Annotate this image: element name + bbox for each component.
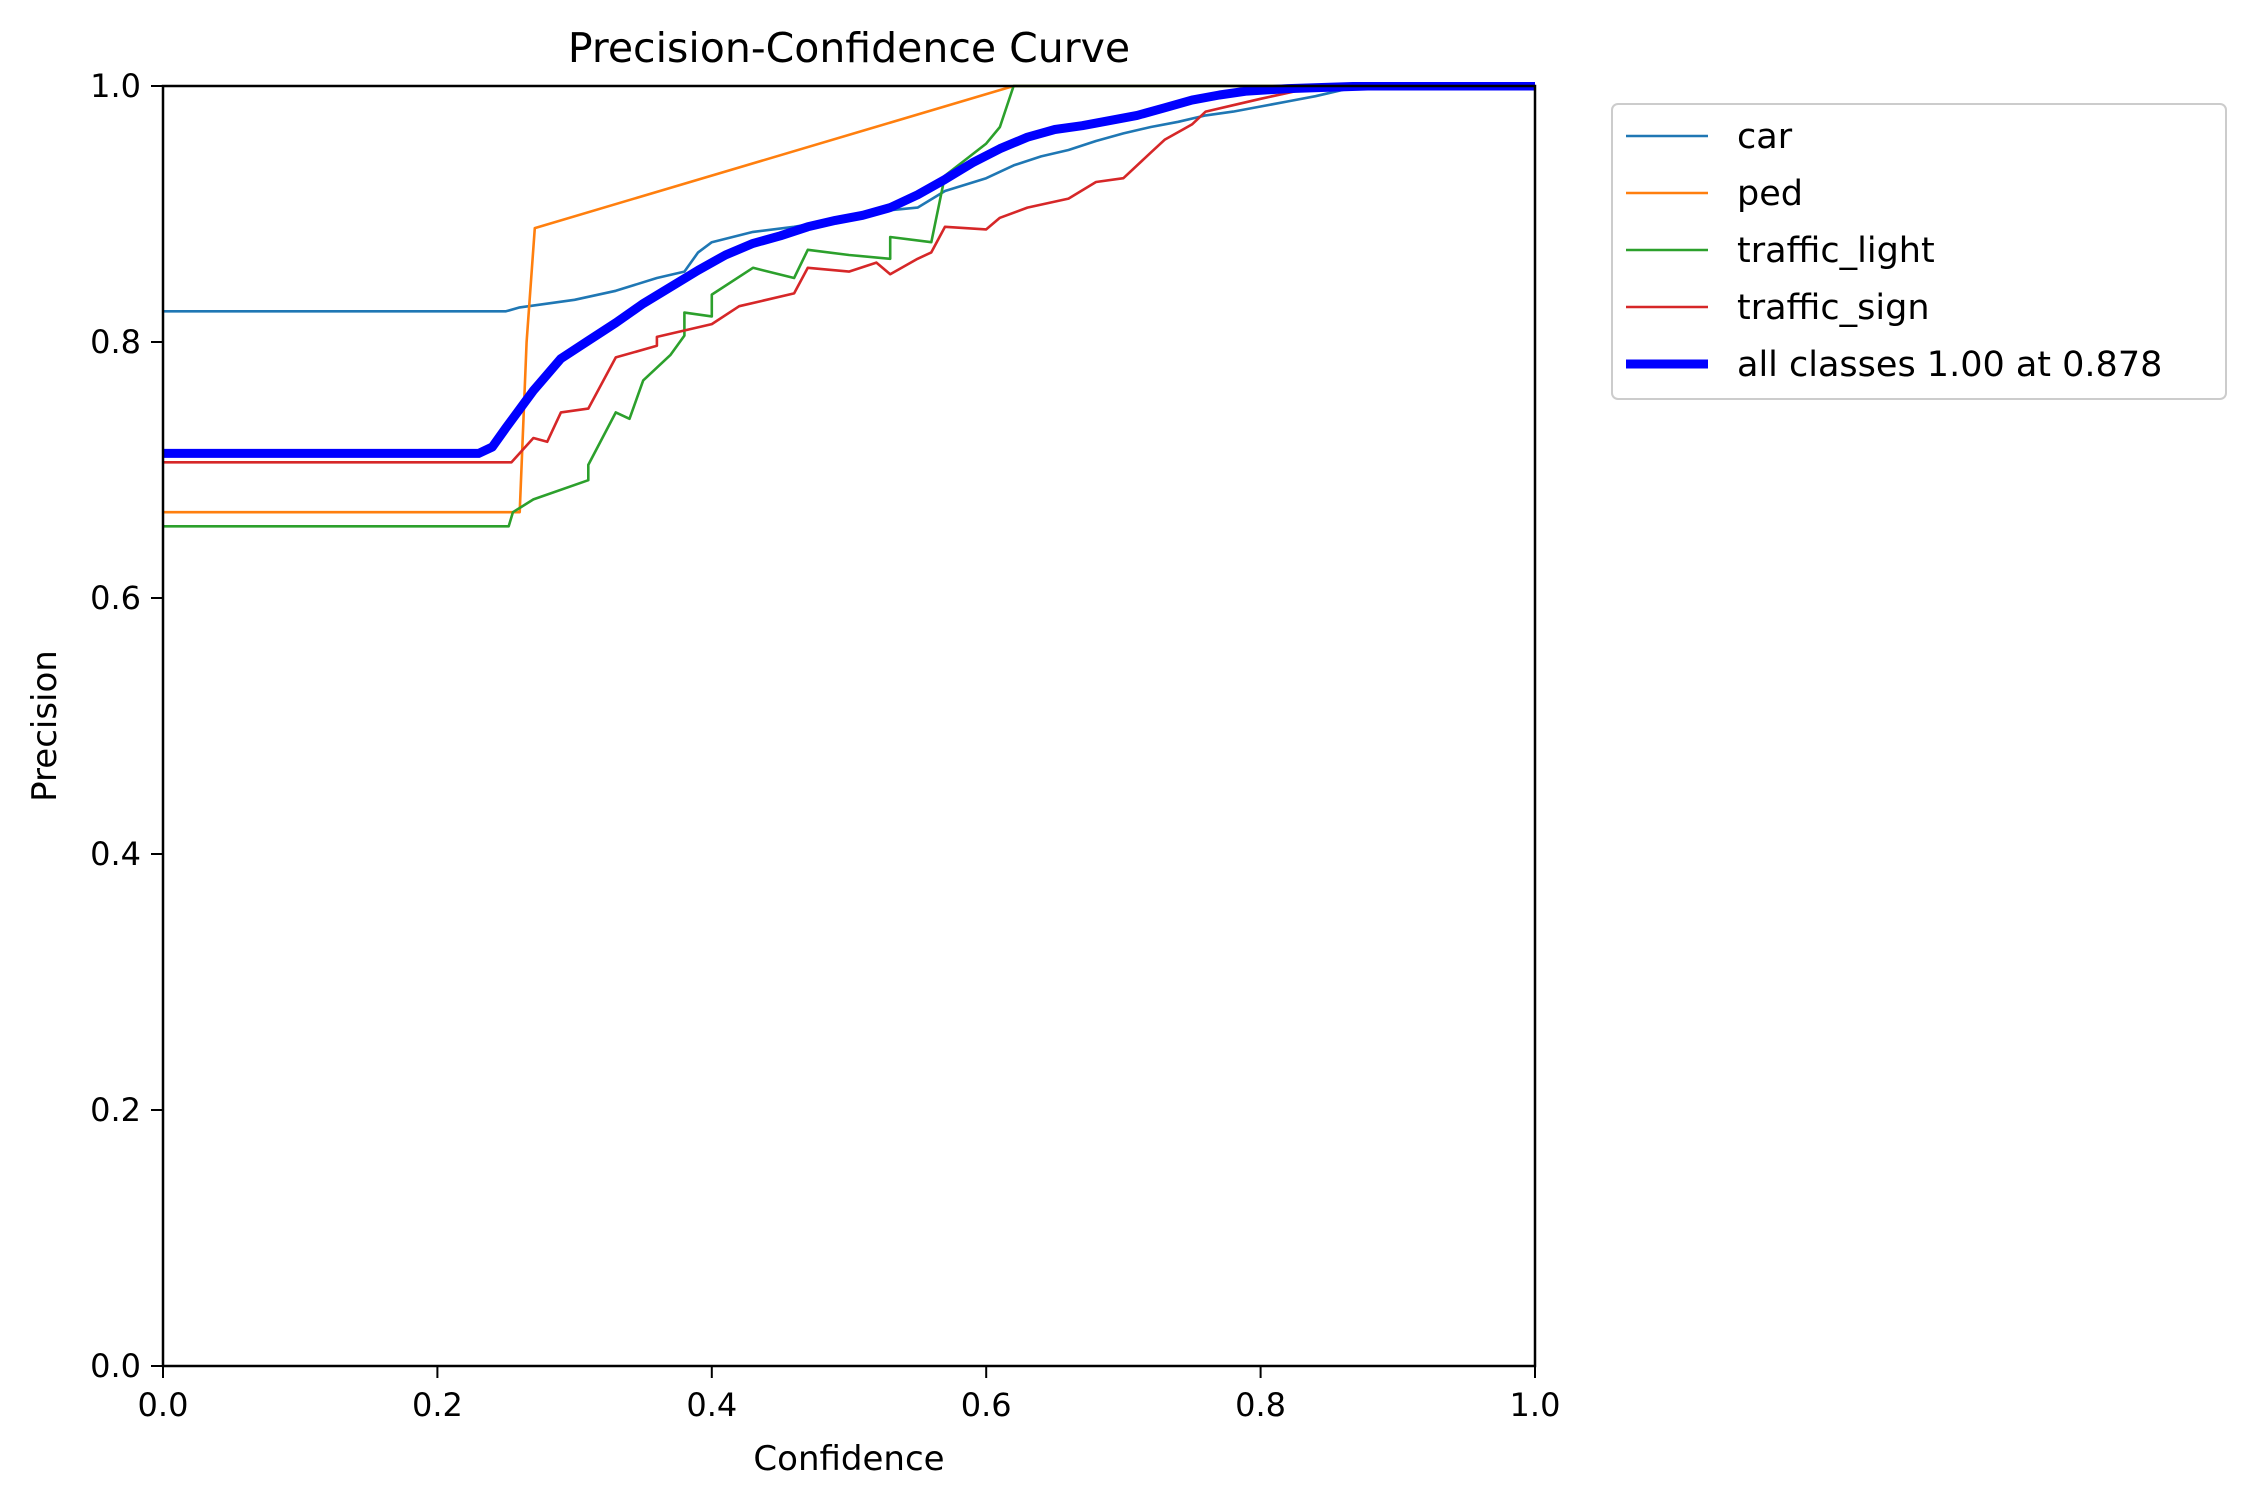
x-axis: 0.0 0.2 0.4 0.6 0.8 1.0: [138, 1366, 1561, 1424]
y-tick-label: 0.2: [90, 1091, 141, 1129]
y-tick-label: 1.0: [90, 67, 141, 105]
series-line-0: [163, 84, 1535, 313]
chart-title: Precision-Confidence Curve: [568, 24, 1130, 72]
legend-frame: [1611, 103, 2227, 400]
x-tick-label: 0.6: [961, 1386, 1012, 1424]
x-tick-label: 1.0: [1510, 1386, 1561, 1424]
legend-label-4: all classes 1.00 at 0.878: [1737, 345, 2162, 385]
y-tick-label: 0.4: [90, 835, 141, 873]
legend-label-1: ped: [1737, 174, 1803, 214]
x-tick-label: 0.0: [138, 1386, 189, 1424]
y-tick-label: 0.6: [90, 579, 141, 617]
legend-label-3: traffic_sign: [1737, 288, 1930, 328]
y-tick-label: 0.0: [90, 1347, 141, 1385]
legend-label-2: traffic_light: [1737, 231, 1935, 271]
x-tick-label: 0.8: [1235, 1386, 1286, 1424]
y-axis: 0.0 0.2 0.4 0.6 0.8 1.0: [90, 67, 163, 1385]
x-tick-label: 0.4: [686, 1386, 737, 1424]
series-layer: [163, 82, 1535, 528]
series-line-2: [163, 84, 1535, 528]
series-line-4: [163, 82, 1535, 458]
x-axis-label: Confidence: [753, 1439, 944, 1479]
y-tick-label: 0.8: [90, 323, 141, 361]
series-line-3: [163, 84, 1535, 464]
x-tick-label: 0.2: [412, 1386, 463, 1424]
legend-label-0: car: [1737, 117, 1793, 157]
plot-frame: [161, 84, 1537, 1368]
y-axis-label: Precision: [25, 650, 65, 802]
